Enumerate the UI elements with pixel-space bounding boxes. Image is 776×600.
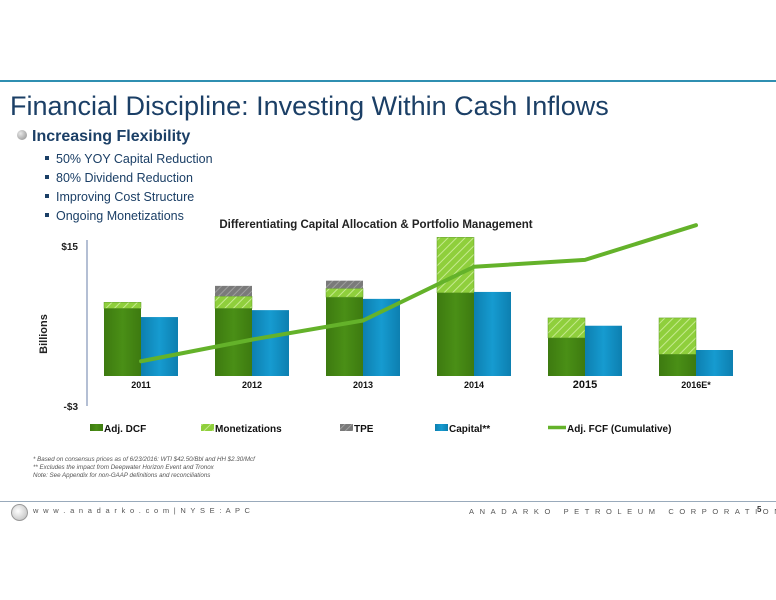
line-adj-fcf	[139, 223, 698, 364]
x-category-label: 2011	[131, 380, 151, 390]
bullet-list: 50% YOY Capital Reduction 80% Dividend R…	[45, 150, 213, 226]
bullet-item: 50% YOY Capital Reduction	[45, 150, 213, 169]
bullet-text: Improving Cost Structure	[56, 190, 195, 204]
company-logo-icon	[11, 504, 28, 521]
bullet-text: Ongoing Monetizations	[56, 209, 184, 223]
x-category-label: 2014	[464, 380, 484, 390]
square-bullet-icon	[45, 213, 49, 217]
headline: Increasing Flexibility	[17, 128, 190, 146]
bullet-item: Ongoing Monetizations	[45, 207, 213, 226]
bar-monetizations	[547, 317, 586, 339]
bar-adj-dcf	[659, 354, 696, 376]
footnotes: * Based on consensus prices as of 6/23/2…	[33, 456, 255, 480]
footnote: * Based on consensus prices as of 6/23/2…	[33, 456, 255, 463]
y-tick-label: $15	[61, 242, 78, 253]
bar-monetizations	[103, 302, 142, 309]
bar-adj-dcf	[548, 337, 585, 376]
bar-adj-dcf	[104, 308, 141, 376]
bar-adj-dcf	[437, 292, 474, 376]
bullet-item: 80% Dividend Reduction	[45, 169, 213, 188]
square-bullet-icon	[45, 175, 49, 179]
legend-monetizations-label: Monetizations	[215, 424, 282, 435]
bullet-text: 50% YOY Capital Reduction	[56, 152, 213, 166]
bar-capital	[474, 291, 511, 376]
bar-monetizations	[325, 288, 364, 298]
footnote: ** Excludes the impact from Deepwater Ho…	[33, 464, 214, 471]
footer-website: w w w . a n a d a r k o . c o m | N Y S …	[33, 506, 252, 515]
x-category-label: 2012	[242, 380, 262, 390]
bar-monetizations	[214, 296, 253, 309]
footer-rule	[0, 501, 776, 502]
y-tick-label: -$3	[64, 402, 79, 413]
chart-title: Differentiating Capital Allocation & Por…	[219, 219, 532, 231]
bar-tpe	[326, 280, 363, 289]
square-bullet-icon	[45, 194, 49, 198]
x-category-label: 2015	[573, 379, 597, 391]
capital-allocation-chart: Differentiating Capital Allocation & Por…	[38, 219, 733, 435]
bullet-item: Improving Cost Structure	[45, 188, 213, 207]
x-category-label: 2016E*	[681, 380, 711, 390]
x-category-label: 2013	[353, 380, 373, 390]
legend-adj-dcf-swatch	[90, 424, 103, 431]
page-number: 5	[757, 505, 762, 514]
bar-capital	[696, 350, 733, 376]
bullet-text: 80% Dividend Reduction	[56, 171, 193, 185]
legend-adj-dcf-label: Adj. DCF	[104, 424, 146, 435]
footnote: Note: See Appendix for non-GAAP definiti…	[33, 472, 211, 479]
legend-adj-fcf-label: Adj. FCF (Cumulative)	[567, 424, 671, 435]
square-bullet-icon	[45, 156, 49, 160]
headline-text: Increasing Flexibility	[32, 128, 191, 145]
legend-capital-swatch	[435, 424, 448, 431]
page-title: Financial Discipline: Investing Within C…	[10, 91, 609, 121]
footer-company: ANADARKO PETROLEUM CORPORATION	[469, 507, 776, 516]
bar-tpe	[215, 285, 252, 297]
bar-adj-dcf	[326, 297, 363, 376]
y-axis-label: Billions	[38, 314, 50, 354]
legend-tpe-label: TPE	[354, 424, 374, 435]
legend-tpe-swatch	[340, 424, 353, 431]
bar-monetizations	[658, 317, 697, 355]
bar-monetizations	[436, 237, 475, 294]
bar-capital	[252, 310, 289, 376]
bullet-dot-icon	[17, 130, 27, 140]
bar-capital	[141, 317, 178, 376]
bar-capital	[585, 325, 622, 376]
legend-monetizations-swatch	[201, 424, 214, 431]
title-rule	[0, 80, 776, 82]
legend-capital-label: Capital**	[449, 424, 490, 435]
